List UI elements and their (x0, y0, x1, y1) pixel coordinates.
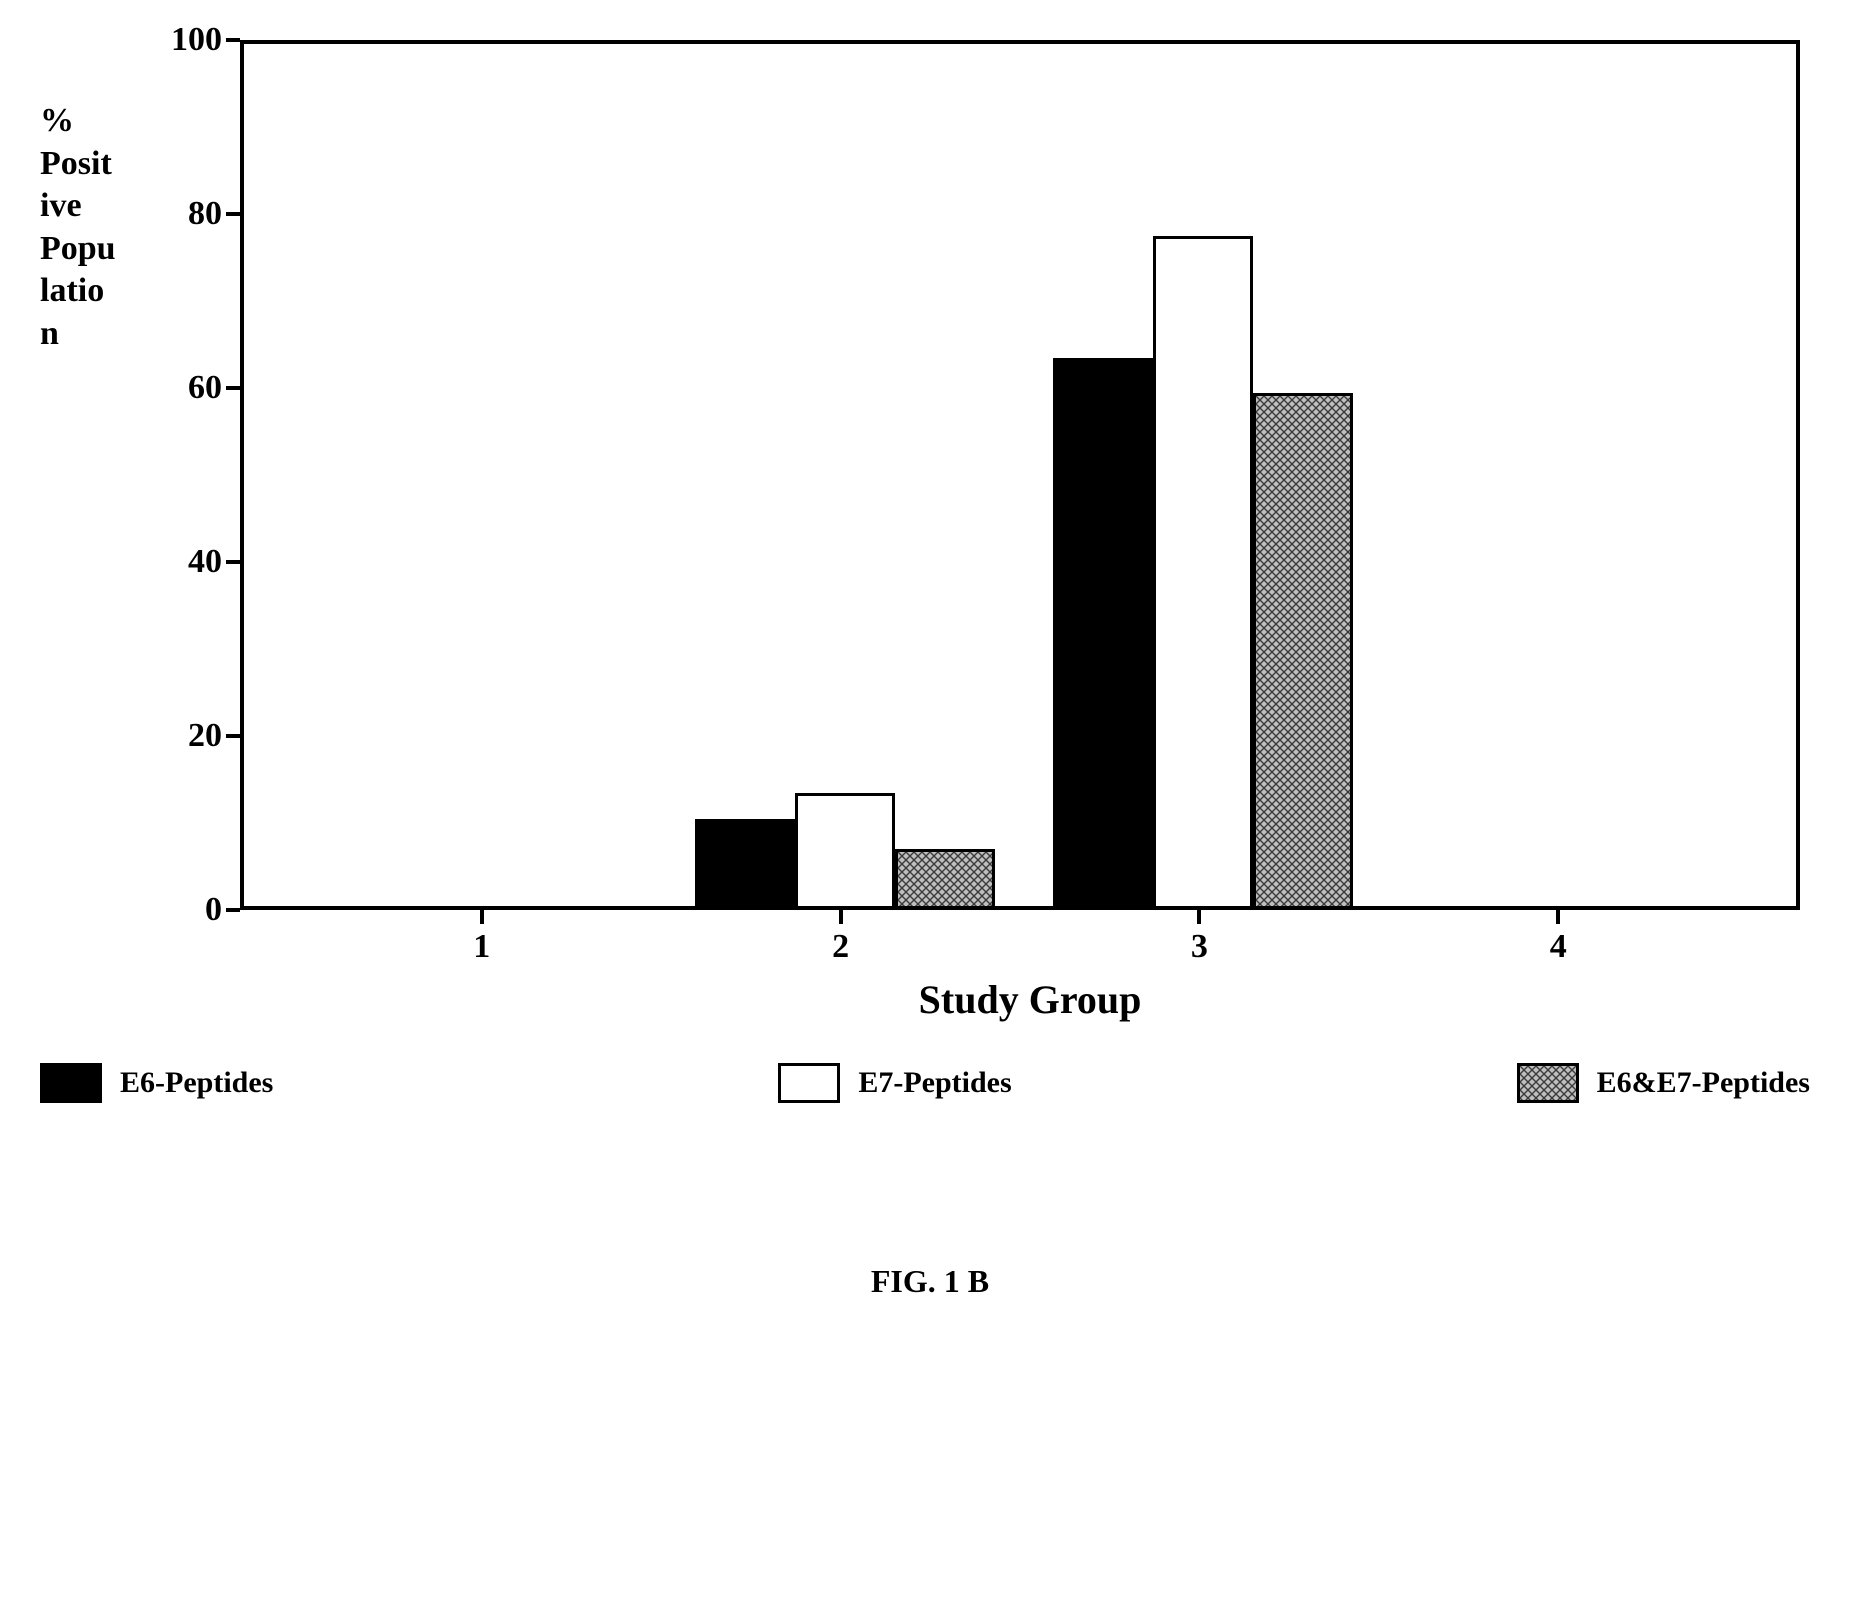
x-tick-mark (480, 910, 484, 924)
y-tick-label: 20 (152, 717, 222, 755)
y-tick-column: 020406080100 (150, 40, 240, 910)
legend-label: E6&E7-Peptides (1597, 1066, 1810, 1100)
legend-swatch (40, 1063, 102, 1103)
x-tick-label: 2 (832, 928, 849, 966)
y-tick-label: 40 (152, 543, 222, 581)
bar (1053, 358, 1153, 906)
x-tick-mark (1197, 910, 1201, 924)
x-tick-mark (839, 910, 843, 924)
y-tick-mark (226, 908, 240, 912)
legend-item: E7-Peptides (778, 1063, 1011, 1103)
legend-swatch (1517, 1063, 1579, 1103)
plot-area (240, 40, 1800, 910)
y-tick-label: 60 (152, 369, 222, 407)
bar-group (1053, 236, 1353, 906)
x-tick-label: 4 (1550, 928, 1567, 966)
bar (895, 849, 995, 906)
bar (695, 819, 795, 906)
legend-item: E6-Peptides (40, 1063, 273, 1103)
y-axis-label-column: % Positive Population (40, 40, 150, 355)
chart-column: 020406080100 1234 Study Group (150, 40, 1820, 1023)
x-tick-mark (1556, 910, 1560, 924)
y-tick-mark (226, 38, 240, 42)
x-tick-label: 3 (1191, 928, 1208, 966)
y-tick-label: 0 (152, 891, 222, 929)
bars-layer (244, 44, 1796, 906)
bar (1153, 236, 1253, 906)
chart-row: % Positive Population 020406080100 1234 … (40, 40, 1820, 1023)
bar (1253, 393, 1353, 906)
y-tick-mark (226, 560, 240, 564)
legend-label: E7-Peptides (858, 1066, 1011, 1100)
y-tick-mark (226, 212, 240, 216)
legend-swatch (778, 1063, 840, 1103)
x-axis-label: Study Group (240, 976, 1820, 1023)
y-tick-label: 80 (152, 195, 222, 233)
legend-label: E6-Peptides (120, 1066, 273, 1100)
y-tick-mark (226, 386, 240, 390)
y-tick-mark (226, 734, 240, 738)
y-tick-label: 100 (152, 21, 222, 59)
legend-item: E6&E7-Peptides (1517, 1063, 1810, 1103)
figure-caption: FIG. 1 B (40, 1263, 1820, 1300)
bar-group (695, 793, 995, 906)
y-axis-label: % Positive Population (40, 100, 120, 355)
x-tick-label: 1 (473, 928, 490, 966)
bar (795, 793, 895, 906)
figure-container: % Positive Population 020406080100 1234 … (40, 40, 1820, 1300)
plot-wrap: 020406080100 (150, 40, 1820, 910)
legend: E6-Peptides E7-Peptides E6&E7-Peptides (40, 1063, 1820, 1103)
x-tick-row: 1 2 3 4 (240, 910, 1800, 970)
